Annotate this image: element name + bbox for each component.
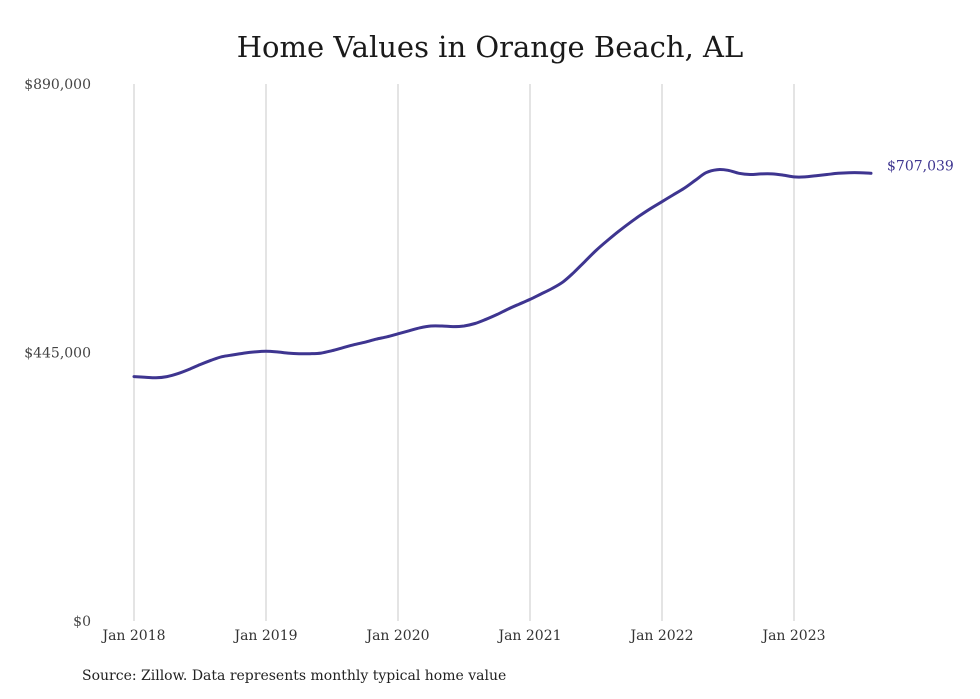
gridlines (133, 84, 795, 621)
x-tick-label: Jan 2018 (100, 628, 165, 644)
source-note: Source: Zillow. Data represents monthly … (82, 668, 507, 684)
y-tick-label: $0 (73, 614, 91, 630)
x-tick-label: Jan 2020 (364, 628, 429, 644)
y-tick-label: $890,000 (24, 77, 91, 93)
series-line (132, 168, 873, 380)
x-tick-label: Jan 2022 (628, 628, 693, 644)
x-tick-label: Jan 2021 (496, 628, 561, 644)
x-tick-label: Jan 2019 (232, 628, 297, 644)
x-axis: Jan 2018 Jan 2019 Jan 2020 Jan 2021 Jan 2022… (100, 628, 825, 644)
y-axis: $0 $445,000 $890,000 (24, 77, 91, 630)
chart-title: Home Values in Orange Beach, AL (236, 30, 744, 64)
y-tick-label: $445,000 (24, 346, 91, 362)
end-value-label: $707,039 (887, 158, 954, 174)
x-tick-label: Jan 2023 (760, 628, 825, 644)
